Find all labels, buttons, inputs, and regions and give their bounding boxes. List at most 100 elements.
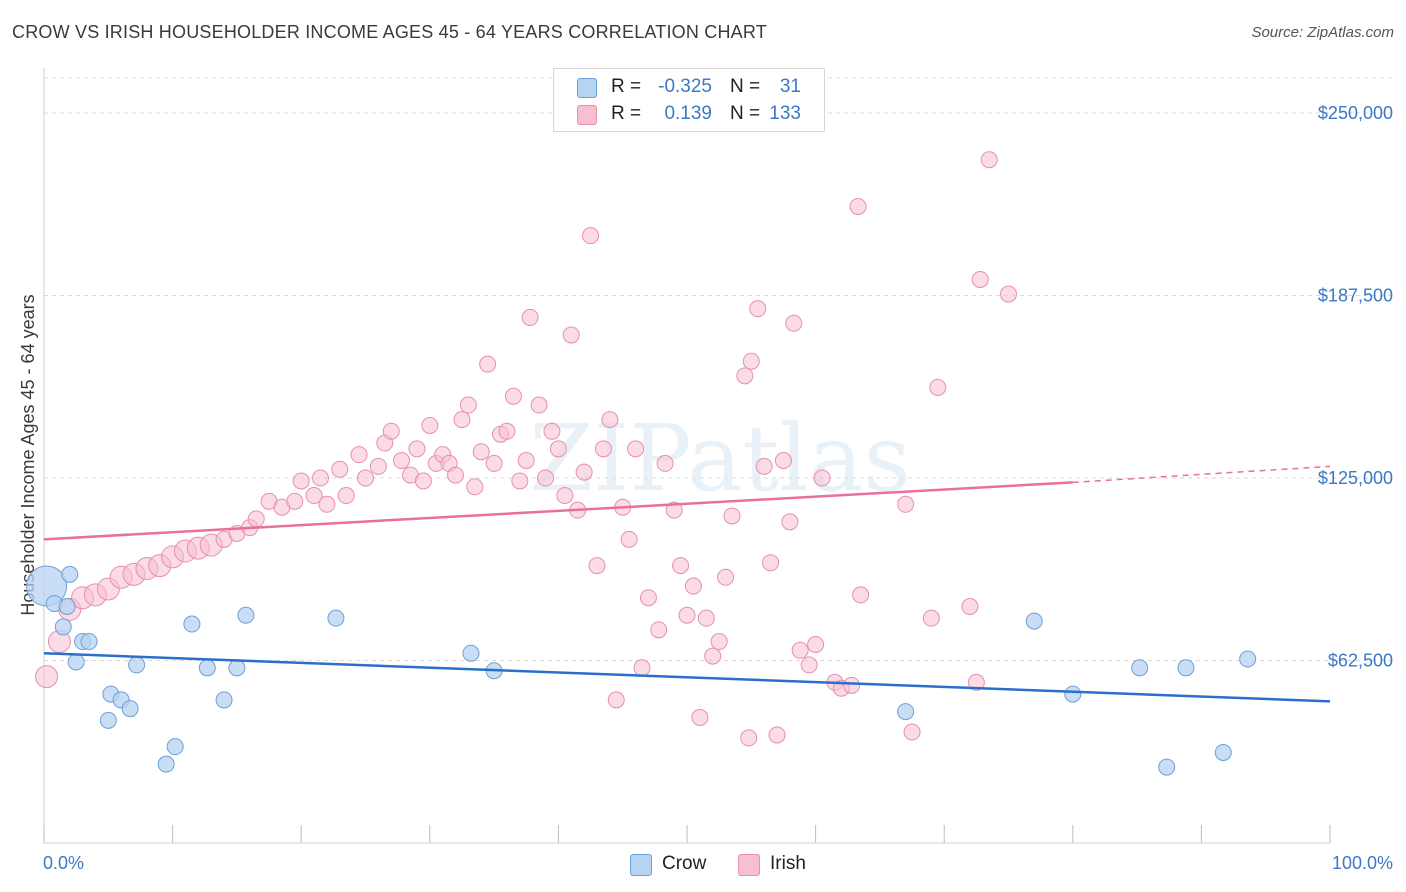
crow-r-value: -0.325 [658, 76, 712, 97]
irish-point [453, 411, 471, 429]
irish-point [813, 469, 831, 487]
irish-point [800, 656, 818, 674]
irish-point [479, 355, 497, 373]
irish-point [691, 708, 709, 726]
crow-point [121, 700, 139, 718]
crow-point [128, 656, 146, 674]
irish-trendline [43, 481, 1073, 541]
irish-point [357, 469, 374, 487]
crow-point [1131, 659, 1149, 677]
x-tick-label-max: 100.0% [1332, 853, 1393, 873]
irish-point [672, 557, 690, 575]
irish-point [781, 513, 799, 531]
irish-point [517, 452, 535, 469]
irish-point [971, 270, 989, 288]
irish-point [286, 492, 304, 510]
crow-point [54, 618, 72, 636]
irish-point [594, 440, 612, 458]
crow-point [1064, 685, 1082, 703]
irish-point [620, 530, 638, 548]
irish-point [665, 501, 683, 519]
irish-point [717, 568, 735, 586]
crow-point [462, 644, 480, 662]
crow-point [61, 565, 79, 583]
irish-point [369, 457, 387, 475]
irish-point [575, 463, 593, 481]
irish-point [710, 633, 728, 651]
irish-point [588, 557, 606, 575]
irish-point [35, 665, 59, 689]
irish-point [582, 227, 600, 245]
crow-point [327, 609, 345, 627]
chart-title: CROW VS IRISH HOUSEHOLDER INCOME AGES 45… [12, 22, 767, 42]
irish-point [684, 577, 702, 595]
irish-point [408, 440, 426, 458]
irish-swatch [577, 105, 597, 125]
irish-point [785, 314, 803, 332]
crow-point [237, 606, 255, 624]
series-legend: Crow Irish [0, 852, 1406, 878]
irish-point [742, 352, 760, 370]
crow-points [26, 565, 1257, 776]
irish-trendline-extension [1072, 465, 1331, 484]
irish-point [393, 452, 411, 469]
irish-point [537, 469, 555, 487]
irish-point [382, 422, 400, 440]
irish-point [723, 507, 741, 525]
irish-point [774, 452, 792, 469]
irish-legend-label: Irish [770, 853, 806, 874]
crow-point [215, 691, 233, 709]
irish-point [897, 495, 915, 513]
irish-n-label: N = [730, 103, 761, 124]
crow-point [157, 755, 175, 773]
trendlines [43, 465, 1331, 703]
irish-point [311, 469, 329, 487]
irish-point [961, 597, 979, 615]
irish-point [414, 472, 432, 490]
irish-point [627, 440, 645, 458]
irish-point [466, 478, 484, 496]
irish-point [980, 151, 998, 169]
correlation-legend: R = -0.325 N = 31 R = 0.139 N = 133 [553, 68, 825, 132]
irish-point [929, 379, 947, 397]
crow-point [67, 653, 85, 671]
irish-point [607, 691, 625, 709]
irish-point [678, 606, 696, 624]
irish-point [521, 308, 539, 326]
irish-point [485, 454, 503, 472]
irish-point [530, 396, 548, 414]
crow-point [1025, 612, 1043, 630]
irish-point [967, 673, 985, 691]
irish-point [807, 635, 825, 653]
irish-point [755, 457, 773, 475]
irish-point [247, 510, 265, 528]
y-axis-title: Householder Income Ages 45 - 64 years [18, 294, 38, 615]
irish-point [562, 326, 580, 344]
crow-point [166, 738, 184, 756]
x-tick-labels: 0.0% 100.0% [43, 853, 1393, 873]
irish-point [549, 440, 567, 458]
irish-n-value: 133 [769, 103, 801, 124]
irish-legend-swatch [738, 854, 760, 876]
source-label: Source: ZipAtlas.com [1251, 24, 1394, 41]
irish-point [543, 422, 561, 440]
irish-point [749, 300, 767, 318]
crow-point [1158, 758, 1176, 776]
y-tick-label: $187,500 [1318, 286, 1393, 306]
legend-row-irish: R = 0.139 N = 133 [554, 101, 824, 127]
crow-r-label: R = [611, 76, 642, 97]
crow-legend-label: Crow [662, 853, 707, 874]
watermark: ZIPatlas [529, 405, 910, 512]
axes [43, 68, 1331, 844]
irish-point [421, 416, 439, 434]
irish-point [447, 466, 465, 484]
irish-point [504, 387, 522, 405]
crow-point [99, 711, 117, 729]
irish-point [903, 723, 921, 741]
crow-point [897, 703, 915, 721]
irish-point [601, 411, 619, 429]
crow-point [58, 597, 76, 615]
crow-point [198, 659, 216, 677]
irish-point [1000, 285, 1017, 303]
